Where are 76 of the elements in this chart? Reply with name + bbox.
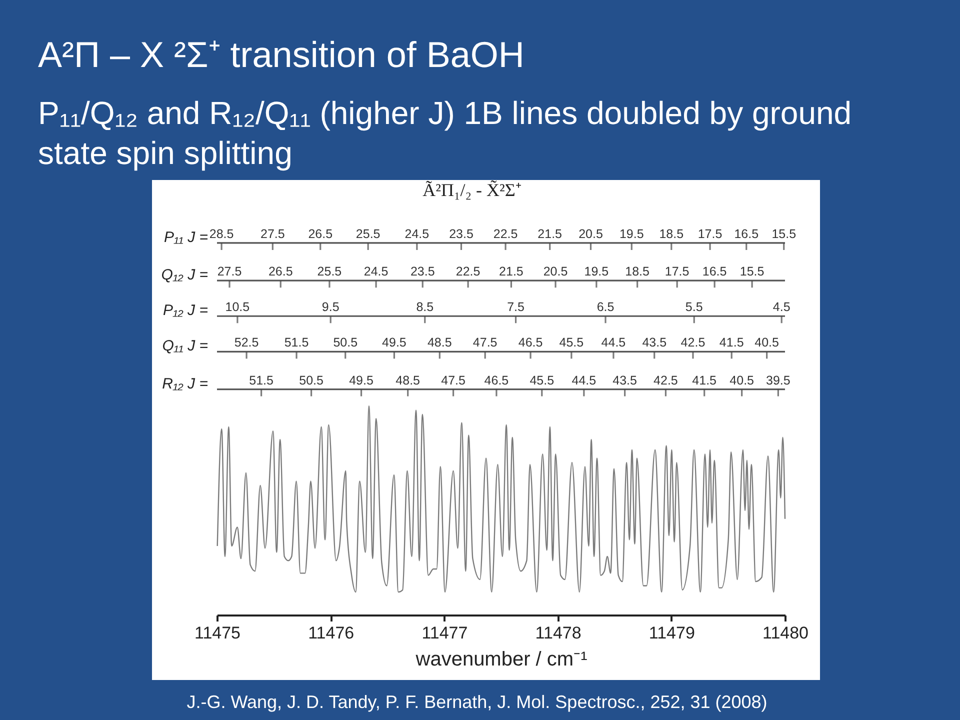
annotation: 24.5 bbox=[404, 226, 430, 241]
x-tick-label: 11477 bbox=[422, 624, 468, 642]
annotation: 20.5 bbox=[543, 264, 568, 279]
annotation: 5.5 bbox=[685, 300, 703, 314]
annotation: 23.5 bbox=[410, 264, 435, 279]
annotation: 19.5 bbox=[584, 264, 609, 279]
annotation: 46.5 bbox=[484, 373, 509, 388]
x-tick-label: 11479 bbox=[648, 624, 695, 642]
annotation: 9.5 bbox=[322, 300, 340, 314]
annotation: 44.5 bbox=[601, 336, 626, 350]
chart-title: A²Π – X ²Σ⁺ transition of BaOH bbox=[38, 34, 524, 75]
ref-line-label: P₁₂ J = bbox=[162, 302, 208, 320]
annotation: 17.5 bbox=[664, 264, 690, 279]
annotation: 21.5 bbox=[538, 226, 562, 241]
text: J.-G. Wang, J. D. Tandy, P. F. Bernath, J. Mol. Spectrosc., 252, 31 (2008) bbox=[186, 692, 768, 712]
annotation: 18.5 bbox=[625, 264, 650, 279]
ref-line-label: Q₁₁ J = bbox=[162, 338, 208, 355]
annotation: 22.5 bbox=[493, 226, 518, 241]
annotation: 6.5 bbox=[596, 300, 614, 314]
annotation: 45.5 bbox=[530, 373, 554, 388]
annotation: 26.5 bbox=[308, 226, 333, 241]
annotation: 25.5 bbox=[317, 264, 342, 279]
annotation: 8.5 bbox=[416, 300, 434, 314]
annotation: 21.5 bbox=[499, 264, 524, 279]
ref-line-label: Q₁₂ J = bbox=[161, 266, 208, 284]
annotation: 43.5 bbox=[642, 336, 667, 350]
annotation: 39.5 bbox=[766, 373, 790, 388]
x-tick-label: 11478 bbox=[535, 624, 582, 642]
annotation: 48.5 bbox=[427, 336, 452, 350]
annotation: 41.5 bbox=[692, 373, 717, 388]
annotation: 42.5 bbox=[680, 336, 706, 350]
annotation: 16.5 bbox=[734, 226, 759, 241]
annotation: 17.5 bbox=[698, 226, 722, 241]
annotation: 49.5 bbox=[382, 336, 406, 350]
chart-subtitle: P₁₁/Q₁₂ and R₁₂/Q₁₁ (higher J) 1B lines doubled by ground state spin splitting bbox=[38, 95, 852, 171]
annotation: 51.5 bbox=[249, 373, 274, 388]
annotation: 22.5 bbox=[456, 264, 480, 279]
x-tick-label: 11475 bbox=[194, 624, 241, 642]
annotation: 44.5 bbox=[572, 373, 596, 388]
annotation: 50.5 bbox=[299, 373, 324, 388]
annotation: 50.5 bbox=[333, 336, 358, 350]
annotation: 42.5 bbox=[654, 373, 678, 388]
annotation: 27.5 bbox=[260, 226, 285, 241]
annotation: 24.5 bbox=[364, 264, 388, 279]
annotation: 26.5 bbox=[268, 264, 293, 279]
annotation: 47.5 bbox=[441, 373, 466, 388]
annotation: 16.5 bbox=[702, 264, 727, 279]
annotation: 49.5 bbox=[349, 373, 374, 388]
annotation: 27.5 bbox=[217, 264, 242, 279]
annotation: 47.5 bbox=[472, 336, 498, 350]
annotation: 18.5 bbox=[659, 226, 684, 241]
x-tick-label: 11476 bbox=[308, 624, 354, 642]
annotation: 43.5 bbox=[612, 373, 638, 388]
x-tick-label: 11480 bbox=[762, 624, 809, 642]
ref-line-label: R₁₂ J = bbox=[162, 375, 208, 392]
annotation: 51.5 bbox=[284, 336, 309, 350]
ref-line-label: P₁₁ J = bbox=[164, 228, 208, 246]
annotation: 7.5 bbox=[507, 300, 524, 314]
annotation: 10.5 bbox=[225, 300, 250, 314]
annotation: 40.5 bbox=[754, 336, 780, 350]
annotation: 48.5 bbox=[396, 373, 420, 388]
annotation: 40.5 bbox=[730, 373, 754, 388]
annotation: 45.5 bbox=[559, 336, 584, 350]
annotation: 19.5 bbox=[619, 226, 644, 241]
annotation: 4.5 bbox=[772, 300, 790, 314]
annotation: 41.5 bbox=[719, 336, 744, 350]
annotation: 23.5 bbox=[449, 226, 474, 241]
text: Ã²Π₁/₂ - X̃²Σ⁺ bbox=[422, 179, 522, 200]
annotation: 25.5 bbox=[356, 226, 380, 241]
annotation: 20.5 bbox=[578, 226, 603, 241]
annotation: 15.5 bbox=[740, 264, 764, 279]
annotation: 15.5 bbox=[772, 226, 796, 241]
annotation: 28.5 bbox=[209, 226, 234, 241]
annotation: 52.5 bbox=[234, 336, 259, 350]
x-axis-title: wavenumber / cm⁻¹ bbox=[414, 648, 588, 670]
annotation: 46.5 bbox=[518, 336, 543, 350]
